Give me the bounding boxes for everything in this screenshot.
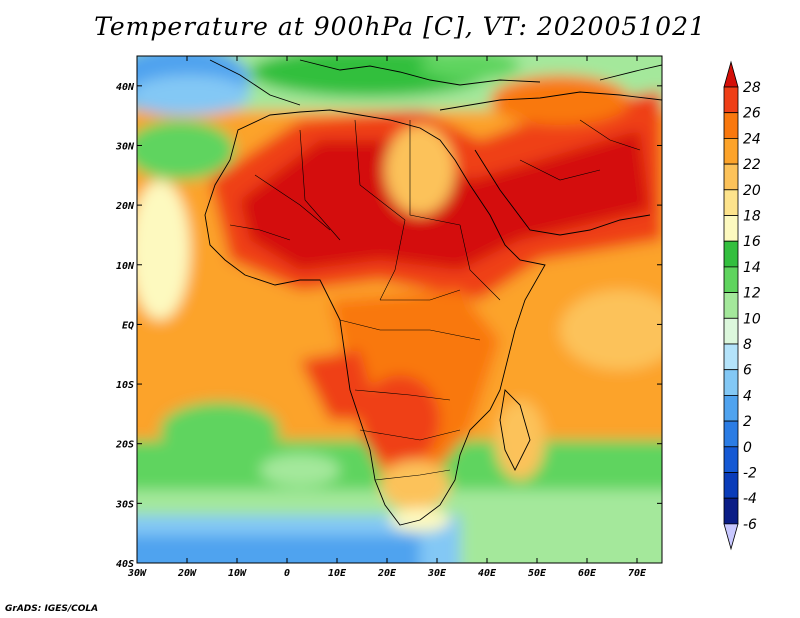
lon-tick-label: 10E xyxy=(328,568,347,579)
colorbar-swatch xyxy=(723,163,739,191)
colorbar-label: 18 xyxy=(743,209,761,225)
colorbar-label: 22 xyxy=(743,157,761,173)
lon-tick-label: 50E xyxy=(528,568,547,579)
lat-tick-label: 40N xyxy=(116,82,135,93)
lon-tick-label: 30W xyxy=(127,568,147,579)
colorbar-bottom-arrow xyxy=(723,523,739,551)
colorbar-label: -2 xyxy=(743,466,757,482)
map-panel xyxy=(137,56,662,563)
lat-tick-label: 10N xyxy=(116,261,135,272)
coastlines xyxy=(204,59,662,526)
colorbar-label: 20 xyxy=(743,183,761,199)
lat-tick-label: 30N xyxy=(115,141,135,152)
lon-tick-label: 20W xyxy=(177,568,197,579)
colorbar-swatch xyxy=(723,266,739,293)
colorbar-top-arrow xyxy=(723,60,739,88)
colorbar-label: -4 xyxy=(743,491,757,507)
colorbar-swatch xyxy=(723,369,739,396)
colorbar-swatch xyxy=(723,497,739,525)
lat-tick-label: EQ xyxy=(122,320,134,331)
colorbar-label: 14 xyxy=(743,260,761,276)
colorbar-swatch xyxy=(723,240,739,268)
colorbar-swatch xyxy=(723,317,739,345)
colorbar-swatch xyxy=(723,420,739,448)
map-title: Temperature at 900hPa [C], VT: 202005102… xyxy=(94,12,706,41)
country-borders xyxy=(229,119,641,481)
lon-tick-label: 20E xyxy=(377,568,397,579)
colorbar-swatch xyxy=(723,446,739,473)
colorbar-label: 4 xyxy=(743,388,752,404)
colorbar-label: 2 xyxy=(743,414,752,430)
lat-tick-label: 20N xyxy=(115,201,135,212)
lon-tick-label: 70E xyxy=(628,568,647,579)
latitude-axis: 40N 30N 20N 10N EQ 10S 20S 30S 40S xyxy=(115,82,662,570)
lon-tick-label: 30E xyxy=(427,568,447,579)
lon-tick-label: 60E xyxy=(578,568,597,579)
colorbar-label: 24 xyxy=(743,131,761,147)
colorbar-swatch xyxy=(723,112,739,139)
lat-tick-label: 10S xyxy=(116,380,134,391)
colorbar-swatch xyxy=(723,86,739,114)
colorbar-label: 16 xyxy=(743,234,761,250)
plot-frame xyxy=(136,55,663,564)
colorbar-swatch xyxy=(723,394,739,422)
colorbar-swatch xyxy=(723,343,739,371)
colorbar-swatch xyxy=(723,472,739,499)
colorbar-swatch xyxy=(723,189,739,216)
colorbar-label: 28 xyxy=(743,80,761,96)
lon-tick-label: 0 xyxy=(284,568,290,579)
credit-text: GrADS: IGES/COLA xyxy=(5,604,99,614)
lon-tick-label: 10W xyxy=(228,568,247,579)
colorbar-label: 12 xyxy=(743,286,761,302)
lat-tick-label: 30S xyxy=(115,499,134,510)
colorbar-label: 26 xyxy=(743,106,761,122)
longitude-axis: 30W 20W 10W 0 10E 20E 30E 40E 50E 60E 70E xyxy=(127,56,647,579)
colorbar-label: 8 xyxy=(743,337,752,353)
lat-tick-label: 40S xyxy=(116,559,134,570)
colorbar-label: 10 xyxy=(743,311,761,327)
colorbar-swatch xyxy=(723,137,739,165)
lat-tick-label: 20S xyxy=(115,440,134,451)
colorbar-swatch xyxy=(723,292,739,319)
lon-tick-label: 40E xyxy=(478,568,497,579)
colorbar-label: 0 xyxy=(743,440,752,456)
colorbar-label: -6 xyxy=(743,517,757,533)
colorbar-label: 6 xyxy=(743,363,752,379)
colorbar-swatch xyxy=(723,215,739,242)
